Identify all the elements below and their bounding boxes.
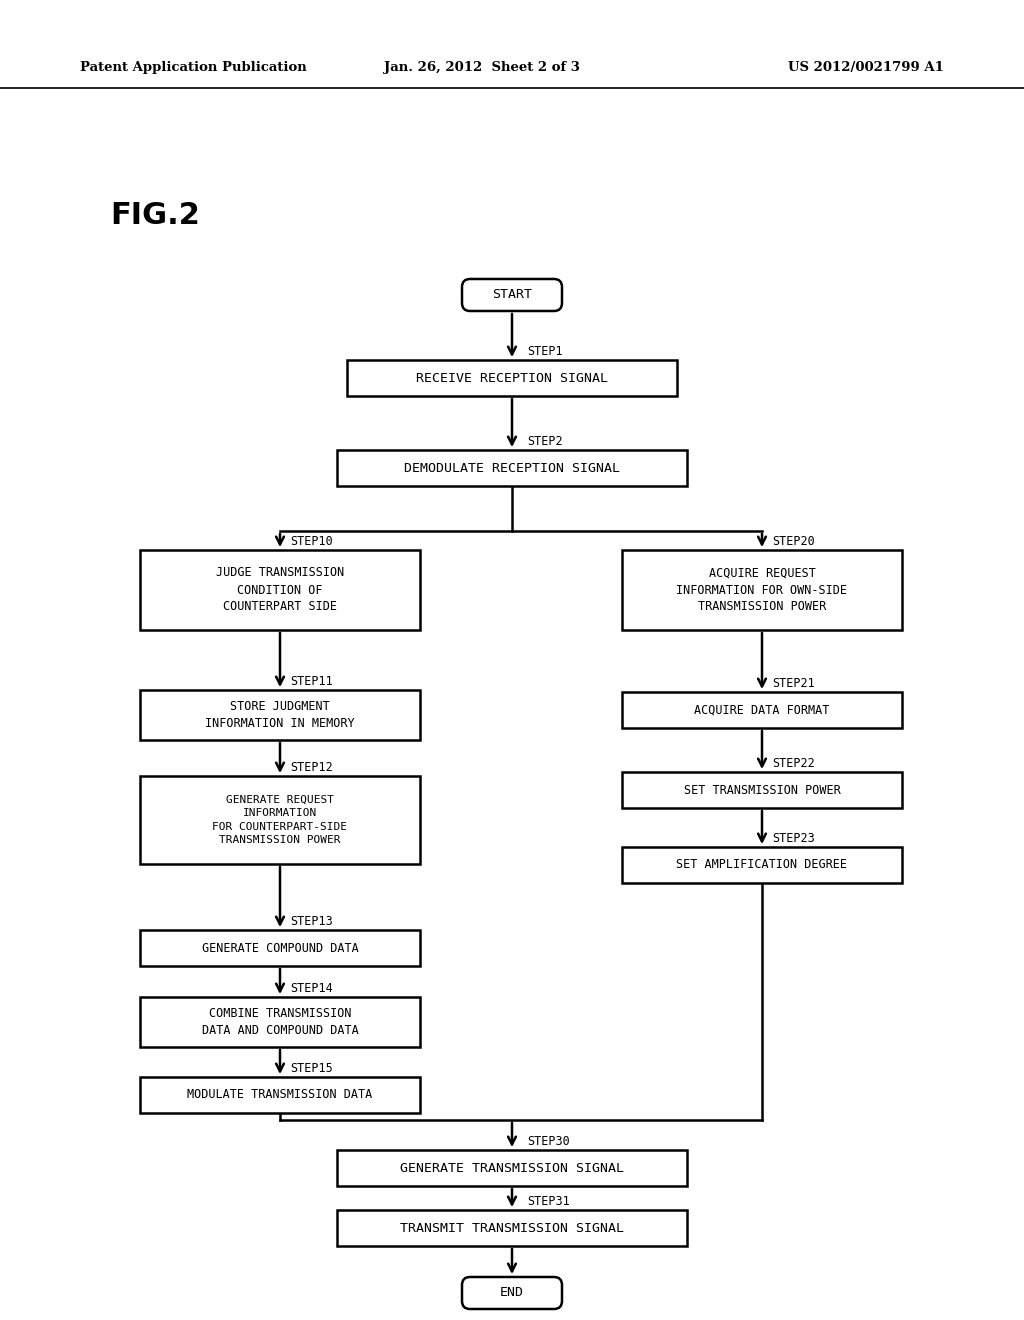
Bar	[140, 931, 420, 966]
Text: ACQUIRE DATA FORMAT: ACQUIRE DATA FORMAT	[694, 704, 829, 717]
Bar	[347, 360, 677, 396]
Text: STEP12: STEP12	[290, 762, 333, 774]
Bar	[140, 997, 420, 1047]
Text: US 2012/0021799 A1: US 2012/0021799 A1	[788, 62, 944, 74]
Text: Patent Application Publication: Patent Application Publication	[80, 62, 307, 74]
Text: SET TRANSMISSION POWER: SET TRANSMISSION POWER	[684, 784, 841, 796]
Text: Jan. 26, 2012  Sheet 2 of 3: Jan. 26, 2012 Sheet 2 of 3	[384, 62, 580, 74]
Text: GENERATE COMPOUND DATA: GENERATE COMPOUND DATA	[202, 941, 358, 954]
Bar	[140, 776, 420, 865]
Bar	[337, 1210, 687, 1246]
Text: RECEIVE RECEPTION SIGNAL: RECEIVE RECEPTION SIGNAL	[416, 371, 608, 384]
Bar	[622, 772, 902, 808]
FancyBboxPatch shape	[462, 1276, 562, 1309]
Bar	[622, 847, 902, 883]
Text: STEP30: STEP30	[527, 1135, 569, 1148]
Bar	[622, 692, 902, 729]
Bar	[622, 550, 902, 630]
Text: STEP21: STEP21	[772, 677, 815, 690]
Text: STEP11: STEP11	[290, 675, 333, 688]
Bar	[140, 690, 420, 741]
Text: STORE JUDGMENT
INFORMATION IN MEMORY: STORE JUDGMENT INFORMATION IN MEMORY	[205, 700, 354, 730]
Text: STEP31: STEP31	[527, 1195, 569, 1208]
Text: START: START	[492, 289, 532, 301]
Text: STEP23: STEP23	[772, 832, 815, 845]
Text: STEP1: STEP1	[527, 345, 562, 358]
Bar	[337, 1150, 687, 1185]
Text: JUDGE TRANSMISSION
CONDITION OF
COUNTERPART SIDE: JUDGE TRANSMISSION CONDITION OF COUNTERP…	[216, 566, 344, 614]
Text: STEP10: STEP10	[290, 535, 333, 548]
Bar	[140, 550, 420, 630]
Text: STEP15: STEP15	[290, 1063, 333, 1074]
Text: END: END	[500, 1287, 524, 1299]
Text: TRANSMIT TRANSMISSION SIGNAL: TRANSMIT TRANSMISSION SIGNAL	[400, 1221, 624, 1234]
Text: SET AMPLIFICATION DEGREE: SET AMPLIFICATION DEGREE	[677, 858, 848, 871]
Text: ACQUIRE REQUEST
INFORMATION FOR OWN-SIDE
TRANSMISSION POWER: ACQUIRE REQUEST INFORMATION FOR OWN-SIDE…	[677, 566, 848, 614]
Bar	[140, 1077, 420, 1113]
Text: GENERATE TRANSMISSION SIGNAL: GENERATE TRANSMISSION SIGNAL	[400, 1162, 624, 1175]
Text: STEP13: STEP13	[290, 915, 333, 928]
Text: STEP20: STEP20	[772, 535, 815, 548]
Text: DEMODULATE RECEPTION SIGNAL: DEMODULATE RECEPTION SIGNAL	[404, 462, 620, 474]
Text: STEP2: STEP2	[527, 436, 562, 447]
Text: FIG.2: FIG.2	[110, 201, 200, 230]
Text: MODULATE TRANSMISSION DATA: MODULATE TRANSMISSION DATA	[187, 1089, 373, 1101]
FancyBboxPatch shape	[462, 279, 562, 312]
Bar	[337, 450, 687, 486]
Text: STEP22: STEP22	[772, 756, 815, 770]
Text: COMBINE TRANSMISSION
DATA AND COMPOUND DATA: COMBINE TRANSMISSION DATA AND COMPOUND D…	[202, 1007, 358, 1038]
Text: GENERATE REQUEST
INFORMATION
FOR COUNTERPART-SIDE
TRANSMISSION POWER: GENERATE REQUEST INFORMATION FOR COUNTER…	[213, 795, 347, 845]
Text: STEP14: STEP14	[290, 982, 333, 995]
